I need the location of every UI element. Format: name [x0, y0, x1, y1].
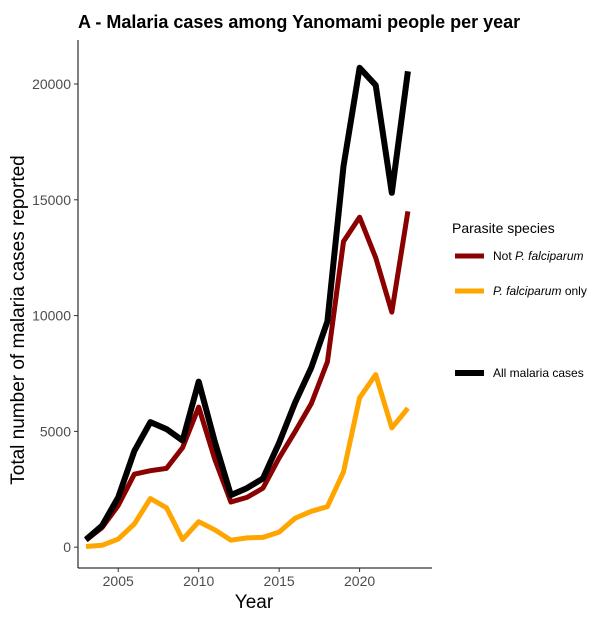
x-tick-label: 2005: [103, 573, 134, 589]
y-tick-label: 0: [63, 539, 71, 555]
x-tick-label: 2010: [183, 573, 214, 589]
y-ticks: 0 5000 10000 15000 20000: [32, 76, 78, 555]
y-axis-title: Total number of malaria cases reported: [8, 155, 29, 485]
series-layer: [84, 64, 411, 549]
chart-title: A - Malaria cases among Yanomami people …: [78, 12, 520, 32]
y-tick-label: 15000: [32, 192, 71, 208]
legend-label-1: Not P. falciparum: [493, 249, 584, 263]
x-tick-label: 2020: [344, 573, 375, 589]
plot-area: [77, 40, 432, 569]
y-tick-label: 10000: [32, 308, 71, 324]
legend-label-2: P. falciparum only: [493, 284, 587, 298]
x-axis-title: Year: [235, 592, 274, 613]
y-tick-label: 20000: [32, 76, 71, 92]
legend-label-3: All malaria cases: [493, 366, 584, 380]
series-line-2: [85, 372, 410, 549]
legend-title: Parasite species: [452, 220, 555, 236]
series-line-3: [84, 64, 411, 542]
x-ticks: 2005 2010 2015 2020: [103, 568, 375, 589]
legend: Parasite species Not P. falciparum P. fal…: [452, 220, 587, 380]
y-tick-label: 5000: [40, 423, 71, 439]
series-line-1: [84, 211, 411, 543]
x-tick-label: 2015: [264, 573, 295, 589]
